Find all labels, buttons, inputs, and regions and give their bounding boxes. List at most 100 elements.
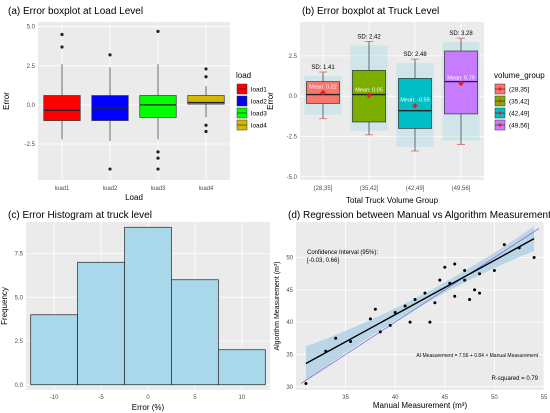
- panel-b-truck-boxplot: (b) Error boxplot at Truck Level Mean: 0…: [266, 6, 545, 205]
- panel-d-data-point: [502, 243, 506, 247]
- panel-a-x-axis-label: Load: [125, 193, 143, 202]
- panel-c-y-tick-label: 5.0: [15, 295, 24, 301]
- panel-b-legend-label: (28,35]: [509, 87, 529, 94]
- panel-c-error-histogram: (c) Error Histogram at truck level 0.0 2.…: [0, 210, 270, 412]
- panel-c-x-axis-label: Error (%): [132, 403, 165, 412]
- panel-a-legend: load load1 load2 load3 load4: [236, 71, 267, 131]
- panel-a-outlier-point: [108, 167, 112, 171]
- panel-a-outlier-point: [60, 45, 64, 49]
- panel-d-data-point: [478, 291, 482, 295]
- panel-d-data-point: [453, 294, 457, 298]
- panel-a-y-tick-label: -2.5: [25, 142, 36, 148]
- panel-c-bars: [30, 226, 266, 386]
- panel-a-title: (a) Error boxplot at Load Level: [8, 6, 143, 17]
- panel-a-y-tick-label: 0.0: [27, 103, 36, 109]
- panel-c-axis-ticks: 0.0 2.5 5.0 7.5 -10 -5 0 5 10: [15, 252, 246, 402]
- panel-a-x-tick-label: load2: [103, 186, 118, 192]
- panel-a-outlier-point: [156, 150, 160, 154]
- panel-d-y-tick-label: 45: [286, 288, 293, 294]
- panel-d-data-point: [368, 317, 372, 321]
- panel-d-regression-scatter: (d) Regression between Manual vs Algorit…: [274, 210, 550, 410]
- regression-equation: AI Measurement = 7.56 + 0.84 × Manual Me…: [416, 353, 538, 359]
- panel-d-data-point: [378, 330, 382, 334]
- panel-d-x-axis-label: Manual Measurement (m³): [373, 401, 468, 410]
- panel-d-x-tick-label: 40: [392, 395, 399, 401]
- panel-d-data-point: [468, 298, 472, 302]
- panel-a-box: [43, 95, 81, 121]
- panel-a-box: [187, 95, 225, 105]
- panel-d-data-point: [393, 310, 397, 314]
- confidence-interval-value: [-0.03, 0.66]: [307, 258, 339, 264]
- panel-b-x-tick-label: (42,49]: [406, 186, 425, 192]
- panel-d-y-tick-label: 50: [286, 256, 293, 262]
- panel-a-outlier-point: [204, 75, 208, 79]
- panel-a-outlier-point: [156, 156, 160, 160]
- panel-d-x-tick-label: 35: [342, 395, 349, 401]
- panel-d-data-point: [433, 301, 437, 305]
- panel-d-data-point: [304, 382, 308, 386]
- panel-b-title: (b) Error boxplot at Truck Level: [302, 6, 439, 17]
- panel-a-legend-label: load3: [251, 111, 267, 118]
- panel-d-data-point: [532, 256, 536, 260]
- panel-d-confidence-band: [305, 226, 535, 381]
- panel-a-outlier-point: [156, 29, 160, 33]
- panel-a-legend-label: load1: [251, 87, 267, 94]
- panel-d-axis-ticks: 30 35 40 45 50 35 40 45 50 55: [286, 256, 548, 401]
- panel-b-y-tick-label: -5.0: [287, 175, 298, 181]
- panel-d-title: (d) Regression between Manual vs Algorit…: [288, 210, 550, 221]
- panel-a-legend-title: load: [236, 71, 251, 80]
- panel-d-data-point: [428, 320, 432, 324]
- panel-b-x-tick-label: (49,56]: [452, 186, 471, 192]
- panel-a-y-tick-label: 2.5: [27, 64, 36, 70]
- panel-a-y-tick-label: 5.0: [27, 25, 36, 31]
- panel-d-data-point: [448, 281, 452, 285]
- panel-b-legend-label: (49,56]: [509, 123, 529, 130]
- panel-c-histogram-bar: [30, 314, 78, 386]
- panel-a-boxes: [43, 29, 225, 171]
- panel-a-outlier-point: [60, 32, 64, 37]
- panel-c-y-tick-label: 0.0: [15, 383, 24, 389]
- panel-a-legend-label: load2: [251, 99, 267, 106]
- panel-d-y-tick-label: 35: [286, 352, 293, 358]
- panel-b-sd-label: SD: 2.42: [357, 34, 381, 40]
- panel-d-regression-line: [305, 238, 535, 365]
- panel-d-data-point: [413, 298, 417, 302]
- panel-c-histogram-bar: [218, 349, 266, 386]
- panel-c-y-tick-label: 7.5: [15, 252, 24, 258]
- panel-b-mean-marker: [412, 102, 418, 109]
- confidence-interval-label: Confidence Interval (95%):: [307, 250, 378, 256]
- panel-d-data-point: [463, 268, 467, 272]
- panel-c-histogram-bar: [171, 279, 219, 386]
- panel-d-data-point: [408, 320, 412, 324]
- panel-b-mean-marker: [320, 89, 326, 96]
- panel-a-outlier-point: [108, 53, 112, 57]
- panel-b-sd-label: SD: 1.41: [311, 65, 335, 71]
- panel-b-legend-label: (42,49]: [509, 111, 529, 118]
- panel-d-y-tick-label: 40: [286, 320, 293, 326]
- panel-d-data-point: [349, 340, 353, 344]
- panel-c-histogram-bar: [77, 261, 125, 386]
- panel-d-data-point: [334, 336, 338, 340]
- panel-b-x-tick-label: (35,42]: [360, 186, 379, 192]
- panel-b-y-axis-label: Error: [266, 92, 275, 110]
- panel-d-data-point: [492, 268, 496, 272]
- panel-b-mean-label: Mean: 0.79: [447, 75, 475, 81]
- panel-c-histogram-bar: [124, 226, 172, 386]
- panel-a-box: [139, 95, 177, 118]
- panel-b-legend-title: volume_group: [494, 71, 545, 80]
- panel-b-mean-label: Mean: 0.22: [309, 85, 337, 91]
- panel-a-outlier-point: [204, 129, 208, 134]
- panel-a-legend-label: load4: [251, 123, 267, 130]
- panel-b-x-tick-label: (28,35]: [314, 186, 333, 192]
- panel-d-points: [300, 226, 540, 386]
- panel-d-data-point: [443, 265, 447, 269]
- panel-d-data-point: [463, 278, 467, 282]
- panel-d-data-point: [423, 291, 427, 295]
- panel-d-y-tick-label: 30: [286, 385, 293, 391]
- panel-a-x-tick-label: load4: [199, 186, 214, 192]
- panel-d-data-point: [517, 246, 521, 250]
- panel-d-data-point: [373, 307, 377, 311]
- panel-c-x-tick-label: 10: [239, 395, 246, 401]
- r-squared-label: R-squared = 0.79: [491, 376, 538, 382]
